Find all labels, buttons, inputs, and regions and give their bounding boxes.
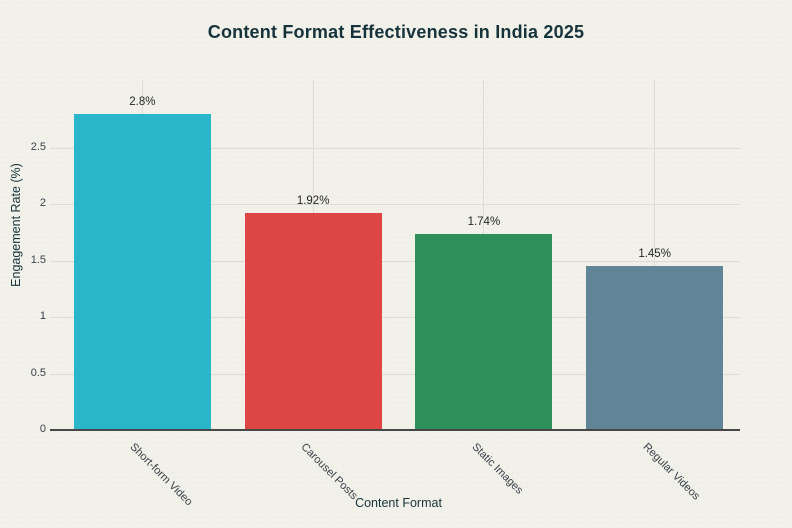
bar-value-label: 1.92% (296, 195, 330, 208)
y-tick-label: 0.5 (30, 366, 46, 379)
bar-carousel-posts (244, 213, 382, 430)
horizontal-gridline (50, 204, 740, 206)
bar-regular-videos (586, 266, 724, 430)
bar-value-label: 1.45% (638, 248, 671, 261)
x-axis-title: Content Format (355, 496, 442, 510)
y-axis-title: Engagement Rate (%) (9, 163, 23, 287)
bar-value-label: 2.8% (129, 96, 156, 109)
y-tick-label: 1.5 (30, 253, 46, 266)
y-tick-label: 2 (39, 197, 46, 210)
x-tick-label: Regular Videos (640, 441, 702, 503)
y-tick-label: 0 (39, 423, 46, 435)
bar-value-label: 1.74% (467, 215, 501, 228)
bar-short-form-video (73, 114, 211, 430)
bar-static-images (415, 233, 553, 430)
x-tick-label: Carousel Posts (298, 441, 360, 503)
x-axis-line (50, 429, 740, 431)
horizontal-gridline (50, 260, 740, 262)
horizontal-gridline (50, 373, 740, 375)
chart-title: Content Format Effectiveness in India 20… (207, 22, 585, 42)
vertical-gridline (654, 80, 656, 430)
horizontal-gridline (50, 148, 740, 149)
y-tick-label: 2.5 (30, 141, 46, 153)
plot-area: 2.8% 1.92% 1.74% 1.45% (50, 80, 740, 430)
y-tick-label: 1 (39, 310, 46, 323)
x-tick-label: Static Images (469, 441, 525, 497)
horizontal-gridline (50, 317, 740, 319)
